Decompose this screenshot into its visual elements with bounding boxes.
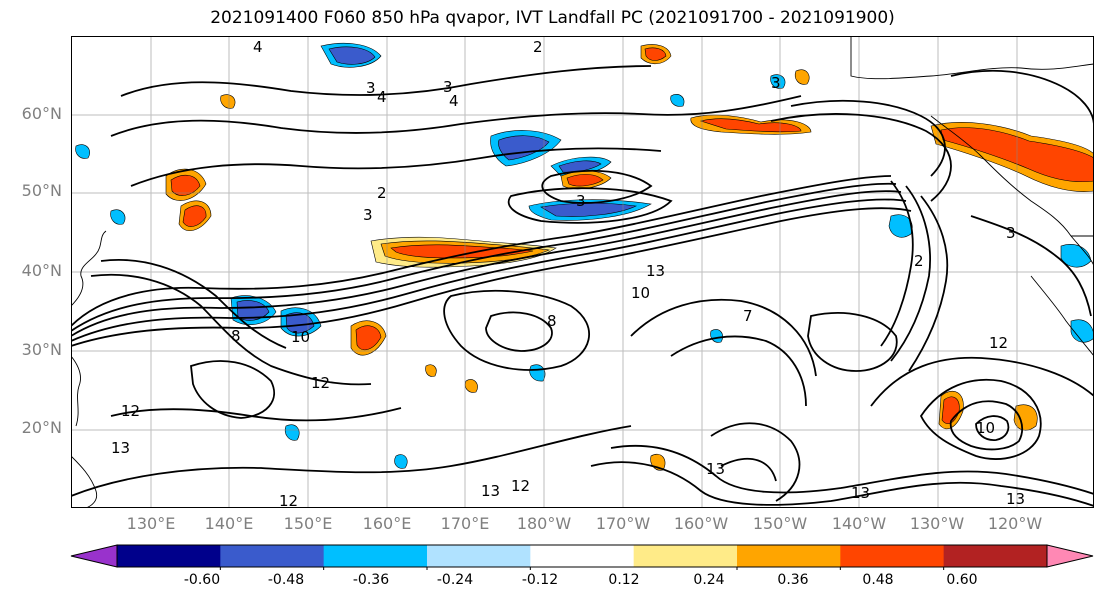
contour-label: 8 xyxy=(231,327,241,345)
lon-label-170w: 170°W xyxy=(595,514,651,533)
lat-label-20n: 20°N xyxy=(21,418,62,437)
colorbar-tick-label: 0.12 xyxy=(608,572,640,588)
colorbar-segment xyxy=(840,545,945,567)
contour-label: 13 xyxy=(111,439,130,457)
contour-label: 13 xyxy=(646,262,665,280)
contour-label: 2 xyxy=(377,184,387,202)
colorbar-tick-label: 0.60 xyxy=(946,572,978,588)
contour-labels: 2 3 3 4 4 3 2 3 3 13 10 10 12 13 12 12 1… xyxy=(111,38,1025,508)
contour-label: 3 xyxy=(443,78,453,96)
colorbar-segment xyxy=(220,545,325,567)
colorbar-tick-label: -0.60 xyxy=(183,572,221,588)
lon-label-150w: 150°W xyxy=(752,514,808,533)
contour-label: 3 xyxy=(576,192,586,210)
lon-label-130w: 130°W xyxy=(909,514,965,533)
contour-label: 2 xyxy=(533,38,543,56)
contour-label: 4 xyxy=(377,88,387,106)
contour-label: 4 xyxy=(449,92,459,110)
contour-label: 13 xyxy=(851,484,870,502)
lon-label-160w: 160°W xyxy=(673,514,729,533)
contour-label: 10 xyxy=(291,328,310,346)
lat-label-40n: 40°N xyxy=(21,261,62,280)
contour-label: 12 xyxy=(121,402,140,420)
colorbar-tick-label: -0.48 xyxy=(267,572,305,588)
contour-label: 12 xyxy=(989,334,1008,352)
contour-label: 3 xyxy=(1006,224,1016,242)
lat-label-30n: 30°N xyxy=(21,340,62,359)
colorbar-segment xyxy=(117,545,221,567)
colorbar-segment xyxy=(323,545,428,567)
lon-label-170e: 170°E xyxy=(440,514,490,533)
lon-label-150e: 150°E xyxy=(283,514,333,533)
contour-label: 13 xyxy=(1006,490,1025,508)
map-panel: 2 3 3 4 4 3 2 3 3 13 10 10 12 13 12 12 1… xyxy=(71,36,1094,508)
lon-label-140w: 140°W xyxy=(831,514,887,533)
contour-label: 13 xyxy=(481,482,500,500)
lat-label-50n: 50°N xyxy=(21,181,62,200)
lon-label-130e: 130°E xyxy=(126,514,176,533)
contour-label: 13 xyxy=(706,460,725,478)
colorbar-tick-label: -0.24 xyxy=(436,572,474,588)
contour-label: 10 xyxy=(976,419,995,437)
contour-label: 7 xyxy=(743,307,753,325)
ivt-contours xyxy=(71,65,1094,507)
contour-label: 2 xyxy=(914,252,924,270)
colorbar-segment xyxy=(530,545,635,567)
contour-label: 3 xyxy=(771,74,781,92)
colorbar-extend-low xyxy=(70,544,118,568)
contour-label: 4 xyxy=(253,38,263,56)
lon-label-160e: 160°E xyxy=(362,514,412,533)
contour-label: 12 xyxy=(511,477,530,495)
colorbar-tick-label: 0.24 xyxy=(693,572,725,588)
colorbar-segment xyxy=(427,545,531,567)
contour-label: 10 xyxy=(631,284,650,302)
colorbar-segment xyxy=(943,545,1048,567)
lon-label-140e: 140°E xyxy=(204,514,254,533)
colorbar xyxy=(70,544,1094,570)
contour-label: 12 xyxy=(279,492,298,508)
colorbar-tick-label: 0.36 xyxy=(777,572,809,588)
colorbar-tick-label: -0.36 xyxy=(352,572,390,588)
colorbar-segment xyxy=(633,545,738,567)
lon-label-120w: 120°W xyxy=(987,514,1043,533)
contour-label: 3 xyxy=(363,206,373,224)
colorbar-tick-label: -0.12 xyxy=(521,572,559,588)
figure-title: 2021091400 F060 850 hPa qvapor, IVT Land… xyxy=(210,8,895,28)
contour-label: 12 xyxy=(311,374,330,392)
coastlines xyxy=(71,36,1094,508)
contour-label: 8 xyxy=(547,312,557,330)
lat-label-60n: 60°N xyxy=(21,104,62,123)
contour-label: 3 xyxy=(366,79,376,97)
colorbar-segment xyxy=(737,545,841,567)
colorbar-extend-high xyxy=(1046,544,1094,568)
colorbar-tick-label: 0.48 xyxy=(862,572,894,588)
lon-label-180w: 180°W xyxy=(516,514,572,533)
